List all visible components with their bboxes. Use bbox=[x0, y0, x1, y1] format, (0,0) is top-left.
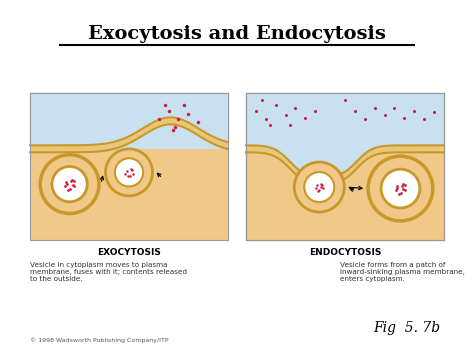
Text: ENDOCYTOSIS: ENDOCYTOSIS bbox=[309, 248, 381, 257]
Text: EXOCYTOSIS: EXOCYTOSIS bbox=[97, 248, 161, 257]
Circle shape bbox=[294, 162, 344, 212]
Text: Vesicle forms from a patch of
inward-sinking plasma membrane,
enters cytoplasm.: Vesicle forms from a patch of inward-sin… bbox=[340, 262, 465, 282]
Text: Vesicle in cytoplasm moves to plasma
membrane, fuses with it; contents released
: Vesicle in cytoplasm moves to plasma mem… bbox=[30, 262, 187, 282]
Polygon shape bbox=[30, 93, 228, 149]
Circle shape bbox=[52, 166, 87, 202]
Polygon shape bbox=[246, 93, 444, 240]
Polygon shape bbox=[30, 93, 228, 240]
Circle shape bbox=[106, 149, 153, 196]
Circle shape bbox=[115, 158, 143, 186]
Circle shape bbox=[40, 155, 99, 214]
Circle shape bbox=[381, 169, 420, 208]
Text: Fig  5. 7b: Fig 5. 7b bbox=[373, 321, 440, 335]
Polygon shape bbox=[246, 93, 444, 149]
Text: Exocytosis and Endocytosis: Exocytosis and Endocytosis bbox=[88, 25, 386, 43]
Circle shape bbox=[368, 156, 433, 221]
Text: © 1998 Wadsworth Publishing Company/ITP: © 1998 Wadsworth Publishing Company/ITP bbox=[30, 337, 168, 343]
Circle shape bbox=[304, 172, 334, 202]
